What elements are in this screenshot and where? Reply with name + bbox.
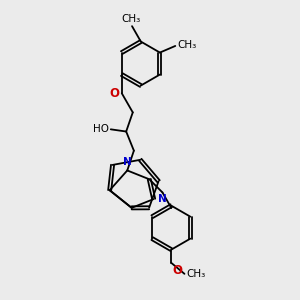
Text: CH₃: CH₃ — [177, 40, 196, 50]
Text: O: O — [109, 87, 119, 100]
Text: CH₃: CH₃ — [187, 269, 206, 279]
Text: O: O — [172, 264, 182, 277]
Text: N: N — [158, 194, 166, 204]
Text: N: N — [123, 157, 132, 167]
Text: HO: HO — [93, 124, 109, 134]
Text: CH₃: CH₃ — [121, 14, 140, 23]
